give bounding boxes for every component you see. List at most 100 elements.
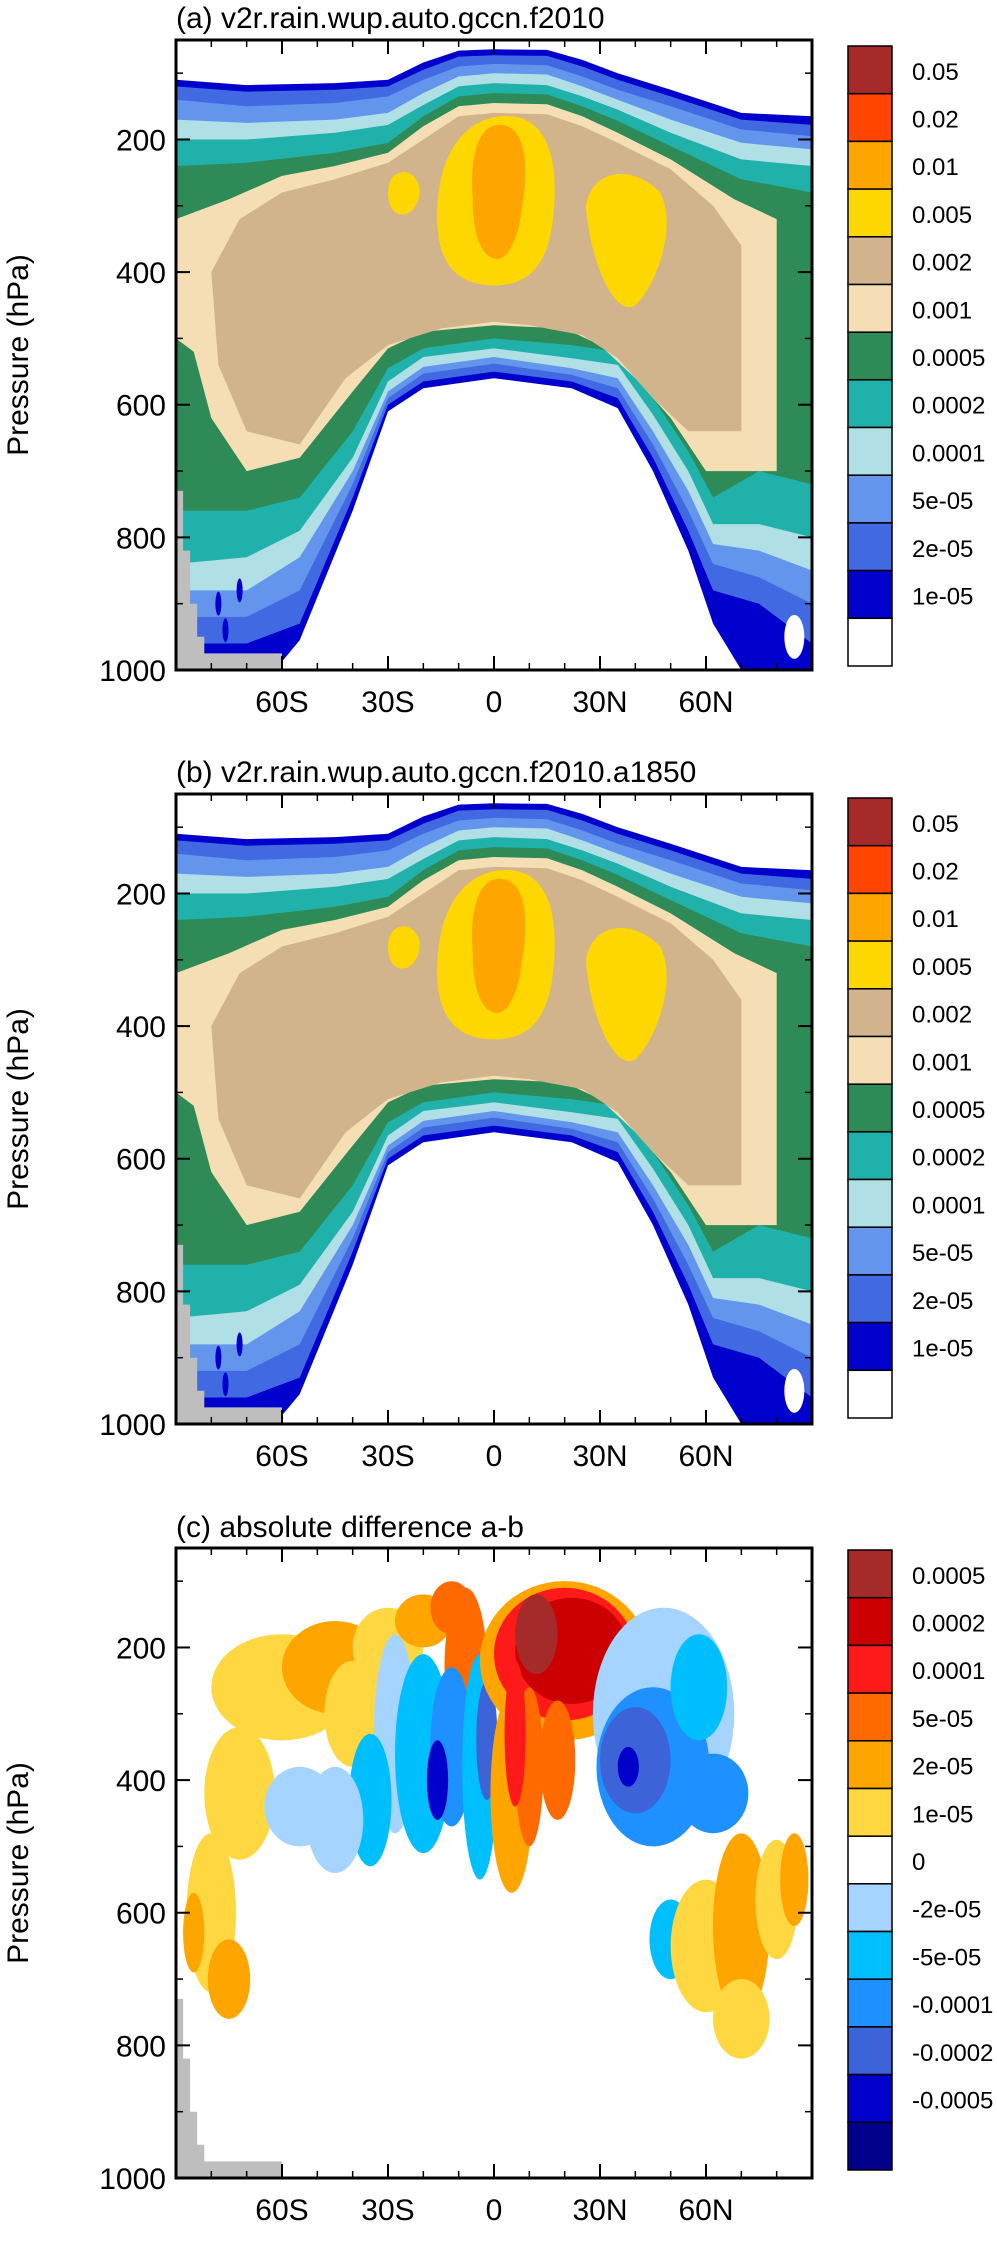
x-tick-label: 0: [486, 2194, 503, 2227]
colorbar-swatch: [847, 1787, 893, 1837]
contour-band: [677, 1753, 749, 1834]
topography-mask: [176, 1998, 282, 2178]
contour-band: [236, 1332, 243, 1357]
colorbar-swatch: [847, 1692, 893, 1742]
contour-band: [215, 1345, 222, 1370]
contour-band: [222, 1372, 229, 1397]
contour-band: [472, 878, 526, 1013]
colorbar-label: 0.01: [912, 154, 959, 181]
x-tick-label: 60N: [678, 2194, 733, 2227]
colorbar-swatch: [847, 797, 893, 847]
colorbar-label: 2e-05: [912, 536, 973, 563]
contour-band: [204, 1727, 275, 1860]
contour-band: [515, 1594, 558, 1674]
contour-band: [670, 1634, 728, 1741]
x-tick-label: 60S: [255, 2194, 308, 2227]
contour-field: [176, 1581, 809, 2178]
contour-band: [222, 618, 229, 643]
colorbar-swatch: [847, 1369, 893, 1419]
x-tick-label: 30N: [572, 1440, 627, 1473]
colorbar-swatch: [847, 1644, 893, 1694]
colorbar-swatch: [847, 1930, 893, 1980]
contour-band: [215, 591, 222, 616]
contour-band: [264, 1766, 336, 1847]
panel-a: (a) v2r.rain.wup.auto.gccn.f2010 Pressure…: [2, 2, 985, 719]
y-tick-label: 400: [116, 1765, 166, 1798]
x-tick-label: 60S: [255, 686, 308, 719]
colorbar-label: 0.02: [912, 859, 959, 886]
x-tick-label: 30N: [572, 686, 627, 719]
contour-band: [539, 1700, 576, 1820]
panel-c: (c) absolute difference a-b Pressure (hPa…: [2, 1511, 993, 2227]
x-tick-label: 0: [486, 686, 503, 719]
colorbar-swatch: [847, 1274, 893, 1324]
colorbar-swatch: [847, 283, 893, 333]
colorbar-swatch: [847, 1321, 893, 1372]
colorbar: 0.05 0.02 0.01 0.005 0.002 0.001 0.0005 0.0002 0…: [847, 45, 985, 667]
y-tick-label: 200: [116, 1632, 166, 1665]
colorbar-swatch: [847, 379, 893, 429]
y-tick-label: 800: [116, 522, 166, 555]
x-tick-label: 30S: [361, 686, 414, 719]
y-axis-label: Pressure (hPa): [2, 1008, 35, 1210]
x-tick-label: 60N: [678, 1440, 733, 1473]
colorbar-label: 0.002: [912, 1002, 972, 1029]
colorbar-label: -5e-05: [912, 1944, 981, 1971]
colorbar-label: 0.001: [912, 1049, 972, 1076]
contour-band: [585, 928, 667, 1062]
y-tick-label: 600: [116, 1144, 166, 1177]
topography-mask: [176, 1244, 282, 1424]
colorbar-label: 0.005: [912, 202, 972, 229]
colorbar-swatch: [847, 188, 893, 238]
colorbar: 0.0005 0.0002 0.0001 5e-05 2e-05 1e-05 0 -2e-05…: [847, 1549, 993, 2171]
colorbar-label: -2e-05: [912, 1897, 981, 1924]
colorbar-swatch: [847, 1549, 893, 1599]
colorbar-swatch: [847, 1226, 893, 1276]
colorbar-swatch: [847, 92, 893, 143]
contour-band: [388, 172, 420, 215]
colorbar-swatch: [847, 2073, 893, 2124]
colorbar-label: -0.0005: [912, 2088, 993, 2115]
colorbar-label: 0.05: [912, 59, 959, 86]
contour-band: [183, 1892, 205, 1973]
contour-band: [713, 1833, 770, 2019]
colorbar: 0.05 0.02 0.01 0.005 0.002 0.001 0.0005 0.0002 0…: [847, 797, 985, 1419]
colorbar-swatch: [847, 1835, 893, 1885]
contour-band: [780, 1833, 809, 1926]
x-tick-label: 30S: [361, 1440, 414, 1473]
contour-band: [236, 578, 243, 603]
colorbar-swatch: [847, 988, 893, 1038]
contour-band: [207, 1939, 251, 2019]
topography-mask: [176, 490, 282, 670]
colorbar-swatch: [847, 569, 893, 620]
colorbar-swatch: [847, 1131, 893, 1181]
colorbar-label: 0.02: [912, 107, 959, 134]
y-tick-label: 200: [116, 124, 166, 157]
colorbar-swatch: [847, 522, 893, 572]
panel-title: (b) v2r.rain.wup.auto.gccn.f2010.a1850: [176, 756, 696, 789]
colorbar-swatch: [847, 2026, 893, 2076]
colorbar-label: 0.0001: [912, 440, 985, 467]
contour-band: [784, 1368, 805, 1413]
contour-band: [472, 124, 526, 259]
colorbar-swatch: [847, 892, 893, 942]
colorbar-swatch: [847, 426, 893, 476]
y-axis-label: Pressure (hPa): [2, 1762, 35, 1964]
colorbar-label: 2e-05: [912, 1288, 973, 1315]
contour-band: [426, 1740, 449, 1820]
colorbar-swatch: [847, 1083, 893, 1133]
contour-field: [176, 803, 812, 1424]
colorbar-swatch: [847, 1035, 893, 1085]
y-tick-label: 1000: [99, 655, 166, 688]
panel-title: (c) absolute difference a-b: [176, 1511, 524, 1544]
contour-field: [176, 49, 812, 670]
x-tick-label: 60S: [255, 1440, 308, 1473]
colorbar-label: 0.0001: [912, 1658, 985, 1685]
y-tick-label: 400: [116, 1011, 166, 1044]
y-tick-label: 400: [116, 257, 166, 290]
colorbar-label: 5e-05: [912, 1706, 973, 1733]
colorbar-swatch: [847, 331, 893, 381]
panel-title: (a) v2r.rain.wup.auto.gccn.f2010: [176, 2, 605, 35]
colorbar-swatch: [847, 844, 893, 895]
